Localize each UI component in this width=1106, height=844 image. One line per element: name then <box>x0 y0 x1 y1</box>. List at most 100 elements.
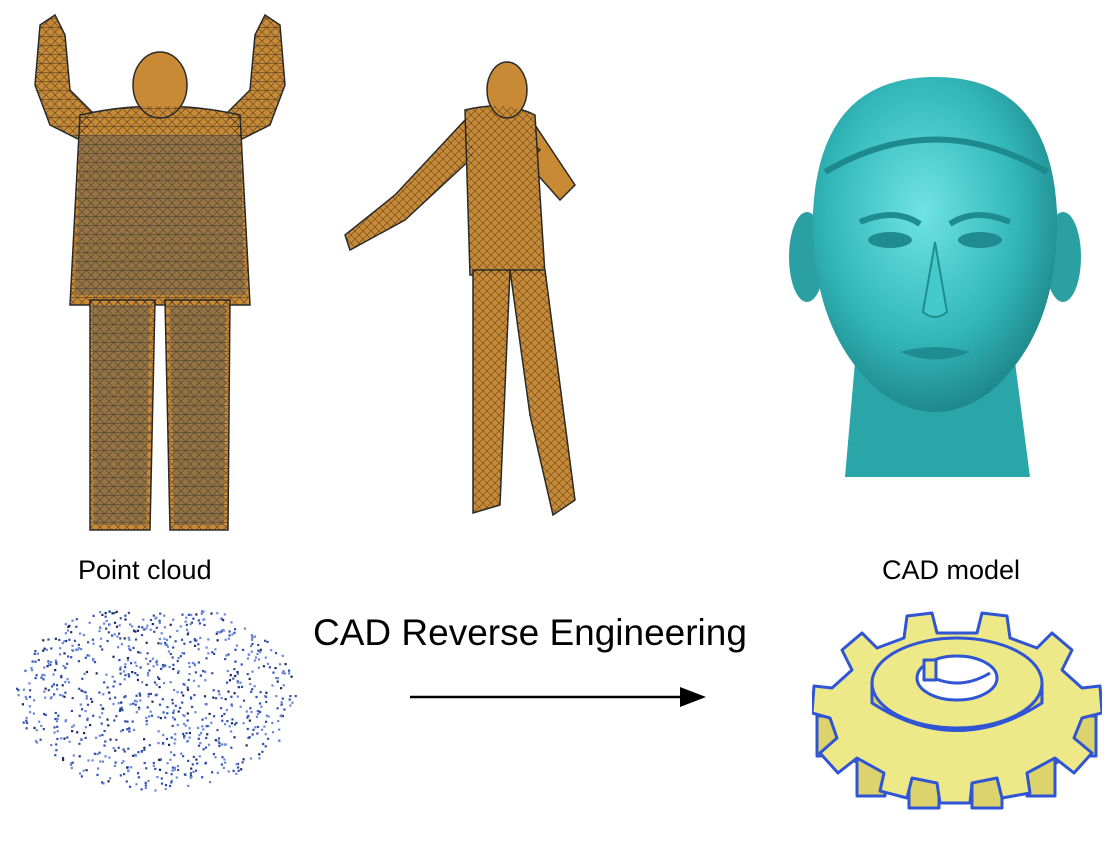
point-cloud-dot <box>95 672 98 675</box>
point-cloud-dot <box>119 617 122 620</box>
point-cloud-dot <box>235 763 238 766</box>
point-cloud-dot <box>137 776 140 779</box>
point-cloud-dot <box>173 766 176 769</box>
point-cloud-dot <box>160 777 163 780</box>
point-cloud-dot <box>208 712 211 715</box>
point-cloud-dot <box>145 716 148 719</box>
point-cloud-dot <box>183 722 186 725</box>
point-cloud-dot <box>92 714 95 717</box>
point-cloud-dot <box>256 653 259 656</box>
point-cloud-dot <box>176 691 179 694</box>
point-cloud-dot <box>191 763 194 766</box>
point-cloud-dot <box>146 624 149 627</box>
point-cloud-dot <box>158 768 162 771</box>
point-cloud-dot <box>186 719 189 722</box>
point-cloud-dot <box>223 712 226 716</box>
point-cloud-dot <box>256 725 260 729</box>
point-cloud-dot <box>99 760 102 763</box>
point-cloud-dot <box>236 695 239 698</box>
point-cloud-dot <box>233 736 236 739</box>
point-cloud-dot <box>34 677 37 680</box>
point-cloud-dot <box>56 688 59 691</box>
point-cloud-dot <box>169 681 172 684</box>
point-cloud-dot <box>101 648 104 651</box>
point-cloud-dot <box>63 640 66 643</box>
point-cloud-dot <box>115 715 118 718</box>
point-cloud-dot <box>245 744 248 747</box>
point-cloud-dot <box>210 612 213 615</box>
point-cloud-dot <box>237 686 240 689</box>
point-cloud-dot <box>114 696 117 699</box>
point-cloud-dot <box>199 636 202 639</box>
point-cloud-dot <box>76 648 79 651</box>
point-cloud-dot <box>50 696 53 699</box>
point-cloud-dot <box>235 644 238 647</box>
point-cloud-dot <box>256 713 260 716</box>
point-cloud-dot <box>214 756 217 759</box>
point-cloud-dot <box>176 723 179 727</box>
point-cloud-dot <box>173 742 176 745</box>
point-cloud-dot <box>121 729 125 732</box>
point-cloud-dot <box>182 714 185 717</box>
point-cloud-dot <box>92 659 95 662</box>
point-cloud-dot <box>75 648 78 651</box>
point-cloud-dot <box>181 701 184 704</box>
point-cloud-dot <box>224 723 227 726</box>
point-cloud-dot <box>71 619 74 622</box>
point-cloud-dot <box>108 756 111 759</box>
point-cloud-dot <box>181 652 184 655</box>
point-cloud-dot <box>177 710 180 713</box>
point-cloud-dot <box>262 665 265 668</box>
point-cloud-dot <box>236 672 240 675</box>
point-cloud-dot <box>119 672 122 675</box>
point-cloud-dot <box>236 762 240 765</box>
point-cloud-dot <box>34 740 38 743</box>
point-cloud-dot <box>80 775 83 778</box>
point-cloud-dot <box>218 693 221 696</box>
point-cloud-dot <box>100 637 103 640</box>
point-cloud-dot <box>96 773 99 776</box>
point-cloud-dot <box>260 728 264 731</box>
point-cloud-dot <box>130 766 133 769</box>
point-cloud-dot <box>230 722 234 725</box>
point-cloud-dot <box>170 773 173 776</box>
point-cloud-dot <box>214 648 217 651</box>
point-cloud-dot <box>227 637 230 640</box>
point-cloud-dot <box>169 635 172 638</box>
point-cloud-dot <box>114 749 117 752</box>
point-cloud-dot <box>140 788 143 791</box>
point-cloud-dot <box>128 727 131 730</box>
point-cloud-dot <box>120 761 124 765</box>
point-cloud-dot <box>139 694 142 697</box>
point-cloud-dot <box>17 689 20 692</box>
point-cloud-dot <box>47 663 50 666</box>
point-cloud-dot <box>186 712 189 715</box>
point-cloud-dot <box>124 614 127 617</box>
point-cloud-dot <box>136 678 140 682</box>
point-cloud-dot <box>61 757 65 760</box>
point-cloud-dot <box>120 643 123 646</box>
point-cloud-dot <box>257 710 260 713</box>
point-cloud-dot <box>283 708 286 711</box>
point-cloud-dot <box>183 735 186 738</box>
point-cloud-dot <box>190 775 193 778</box>
point-cloud-dot <box>184 620 187 623</box>
point-cloud-dot <box>224 698 227 701</box>
process-title: CAD Reverse Engineering <box>313 612 747 653</box>
point-cloud-dot <box>82 634 85 637</box>
point-cloud-dot <box>86 654 89 657</box>
point-cloud-dot <box>203 695 207 698</box>
point-cloud-dot <box>282 684 285 687</box>
point-cloud-dot <box>236 671 239 674</box>
point-cloud-dot <box>276 677 280 680</box>
point-cloud-dot <box>170 736 173 739</box>
point-cloud-dot <box>229 674 232 677</box>
point-cloud-dot <box>108 610 111 613</box>
point-cloud-dot <box>250 650 253 653</box>
point-cloud-dot <box>64 680 67 684</box>
point-cloud-dot <box>64 691 67 694</box>
point-cloud-dot <box>113 612 116 615</box>
point-cloud-dot <box>143 738 146 741</box>
point-cloud-dot <box>115 738 118 741</box>
point-cloud-dot <box>66 629 70 632</box>
